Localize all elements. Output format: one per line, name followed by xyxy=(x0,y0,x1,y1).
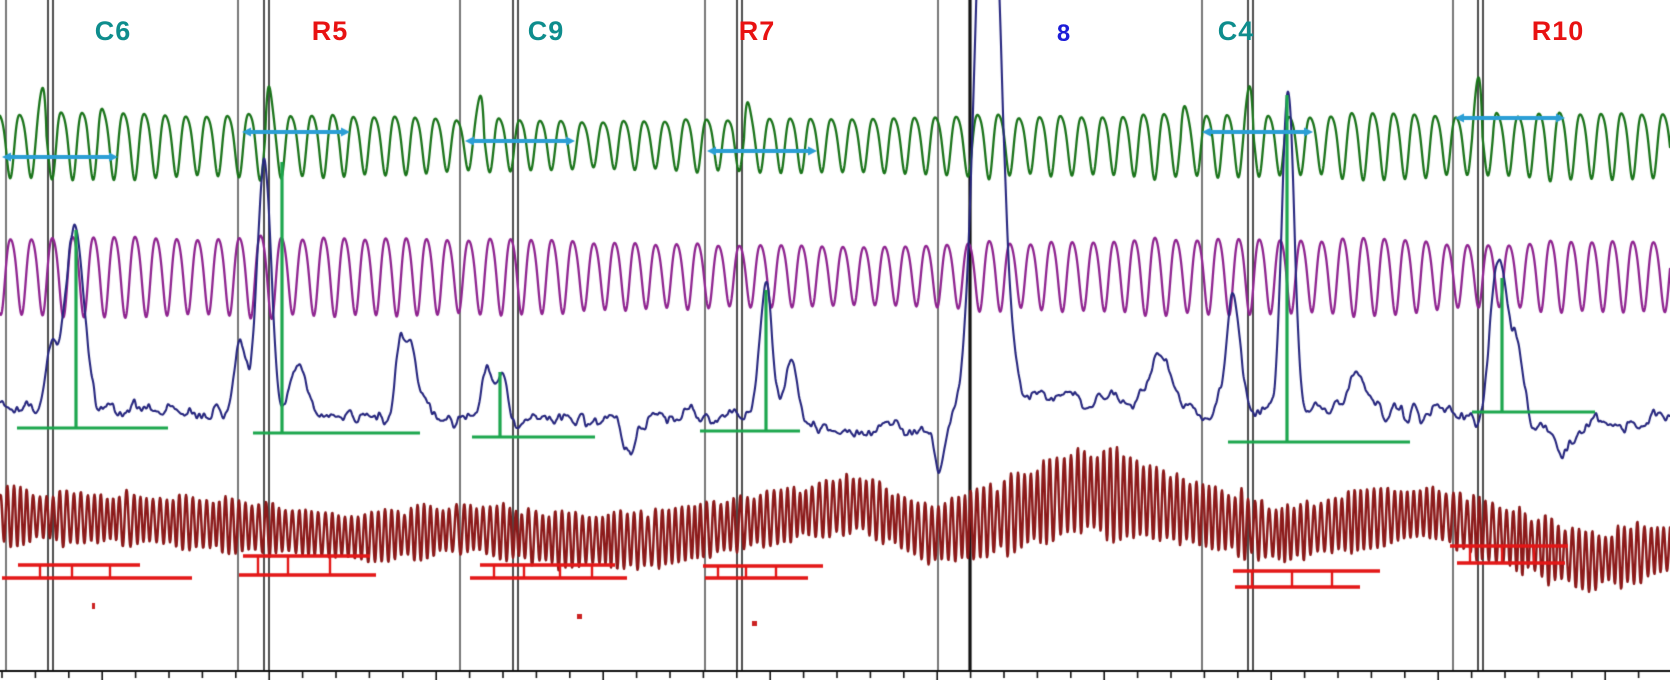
segment-label-C4: C4 xyxy=(1217,16,1255,46)
segment-label-R7: R7 xyxy=(738,16,776,46)
segment-label-C6: C6 xyxy=(94,16,132,46)
segment-label-8: 8 xyxy=(1056,20,1072,47)
segment-label-C9: C9 xyxy=(527,16,565,46)
segment-label-R5: R5 xyxy=(311,16,349,46)
segment-label-R10: R10 xyxy=(1531,16,1585,46)
